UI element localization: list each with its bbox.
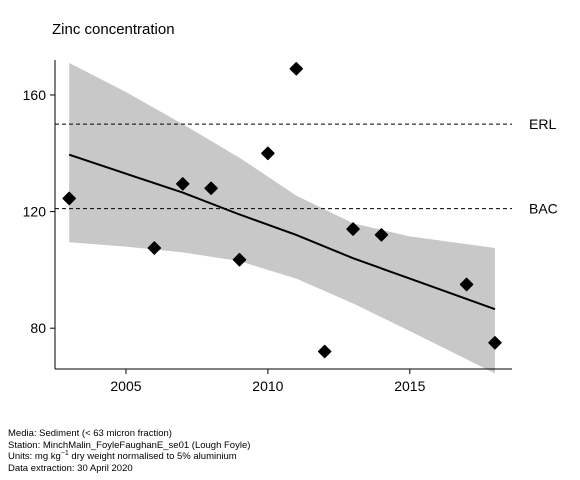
- chart-title: Zinc concentration: [52, 21, 175, 38]
- data-point-2011: [289, 61, 304, 76]
- reference-lines-layer: ERL BAC: [55, 116, 558, 217]
- x-tick-label-2005: 2005: [110, 378, 141, 394]
- data-point-2013: [346, 222, 360, 236]
- data-point-2003: [62, 191, 76, 206]
- footer-units-exponent: −1: [60, 449, 69, 457]
- reference-label-bac: BAC: [529, 201, 558, 217]
- data-point-2006: [147, 241, 162, 255]
- footer-units-prefix: Units: mg kg: [8, 451, 61, 462]
- chart-footer: Media: Sediment (< 63 micron fraction) S…: [8, 428, 250, 474]
- footer-units: Units: mg kg−1 dry weight normalised to …: [8, 449, 250, 463]
- x-tick-label-2010: 2010: [252, 378, 283, 394]
- footer-units-suffix: dry weight normalised to 5% aluminium: [68, 451, 237, 462]
- footer-station: Station: MinchMalin_FoyleFaughanE_se01 (…: [8, 439, 251, 451]
- data-point-2010: [261, 146, 275, 161]
- confidence-band-layer: [69, 62, 495, 374]
- x-tick-label-2015: 2015: [394, 378, 425, 394]
- reference-label-erl: ERL: [529, 116, 556, 132]
- trend-layer: [68, 153, 496, 311]
- data-point-2008: [204, 181, 218, 196]
- y-tick-label-160: 160: [23, 87, 47, 103]
- confidence-band: [69, 62, 495, 374]
- data-point-2014: [374, 228, 389, 242]
- y-tick-label-120: 120: [23, 204, 47, 220]
- data-point-2012: [317, 344, 332, 359]
- trend-line: [68, 153, 496, 311]
- data-point-2009: [232, 252, 247, 267]
- data-points-layer: [62, 61, 502, 359]
- data-point-2017: [459, 277, 474, 292]
- footer-extraction: Data extraction: 30 April 2020: [8, 462, 133, 474]
- data-point-2018: [488, 336, 502, 350]
- footer-media: Media: Sediment (< 63 micron fraction): [8, 428, 172, 439]
- axes-layer: 80 120 160 2005 2010 2015: [23, 60, 512, 394]
- y-tick-label-80: 80: [30, 320, 46, 336]
- data-point-2007: [175, 177, 190, 191]
